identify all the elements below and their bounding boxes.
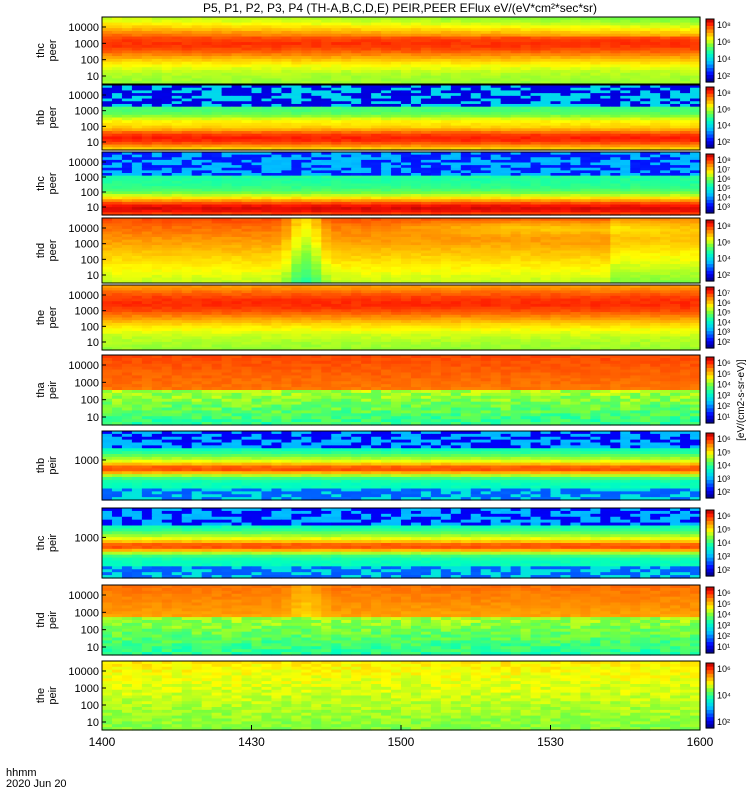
panel-label: peer [47,172,59,194]
colorbar-step [706,72,714,76]
colorbar-step [706,68,714,72]
y-tick-label: 100 [81,121,99,133]
colorbar-tick-label: 10² [717,137,730,147]
colorbar-step [706,44,714,48]
y-tick-label: 10 [87,202,99,214]
panel-label: thc [35,43,47,58]
panel-label: peer [47,39,59,61]
panel-label: peer [47,106,59,128]
panel-0: 10000 1000 100 10 thc peer 10⁸ 10⁶ 10⁴ 10² [35,17,731,85]
panel-3: 10000100010010thd peer10⁸10⁶10⁴10² [35,218,731,284]
y-tick-label: 1000 [75,106,99,118]
colorbar-step [706,65,714,69]
colorbar-step [706,40,714,44]
colorbar-step [706,58,714,62]
colorbar-step [706,30,714,34]
y-tick-label: 100 [81,187,99,199]
colorbar-tick-label: 10⁸ [717,88,731,98]
colorbar-step [706,75,714,79]
colorbar-tick-label: 10⁸ [717,20,731,30]
colorbar-step [706,51,714,55]
colorbar-step [706,37,714,41]
colorbar-tick-label: 10⁴ [717,121,731,131]
colorbar-step [706,47,714,51]
y-tick-label: 1000 [75,38,99,50]
y-tick-label: 10000 [68,157,99,169]
colorbar-tick-label: 10³ [717,202,730,212]
y-tick-label: 10000 [68,22,99,34]
colorbar-tick-label: 10⁶ [717,37,731,47]
spectrogram-figure: 10000100010010thc peer10⁸10⁶10⁴10²1000010… [0,0,750,800]
colorbar-step [706,23,714,27]
colorbar-tick-label: 10⁴ [717,54,731,64]
colorbar-step [706,19,714,23]
y-tick-label: 10 [87,71,99,83]
colorbar-step [706,54,714,58]
colorbar-step [706,61,714,65]
colorbar-step [706,26,714,30]
y-tick-label: 100 [81,55,99,67]
panel-label: thc [35,176,47,191]
panel-1: 10000 1000 100 10 thb peer 10⁸ 10⁶ 10⁴ 10² [35,85,731,151]
panel-label: thb [35,110,47,125]
colorbar-tick-label: 10⁶ [717,104,731,114]
y-tick-label: 10000 [68,90,99,102]
colorbar-tick-label: 10² [717,71,730,81]
colorbar-step [706,33,714,37]
y-tick-label: 10 [87,137,99,149]
y-tick-label: 1000 [75,172,99,184]
